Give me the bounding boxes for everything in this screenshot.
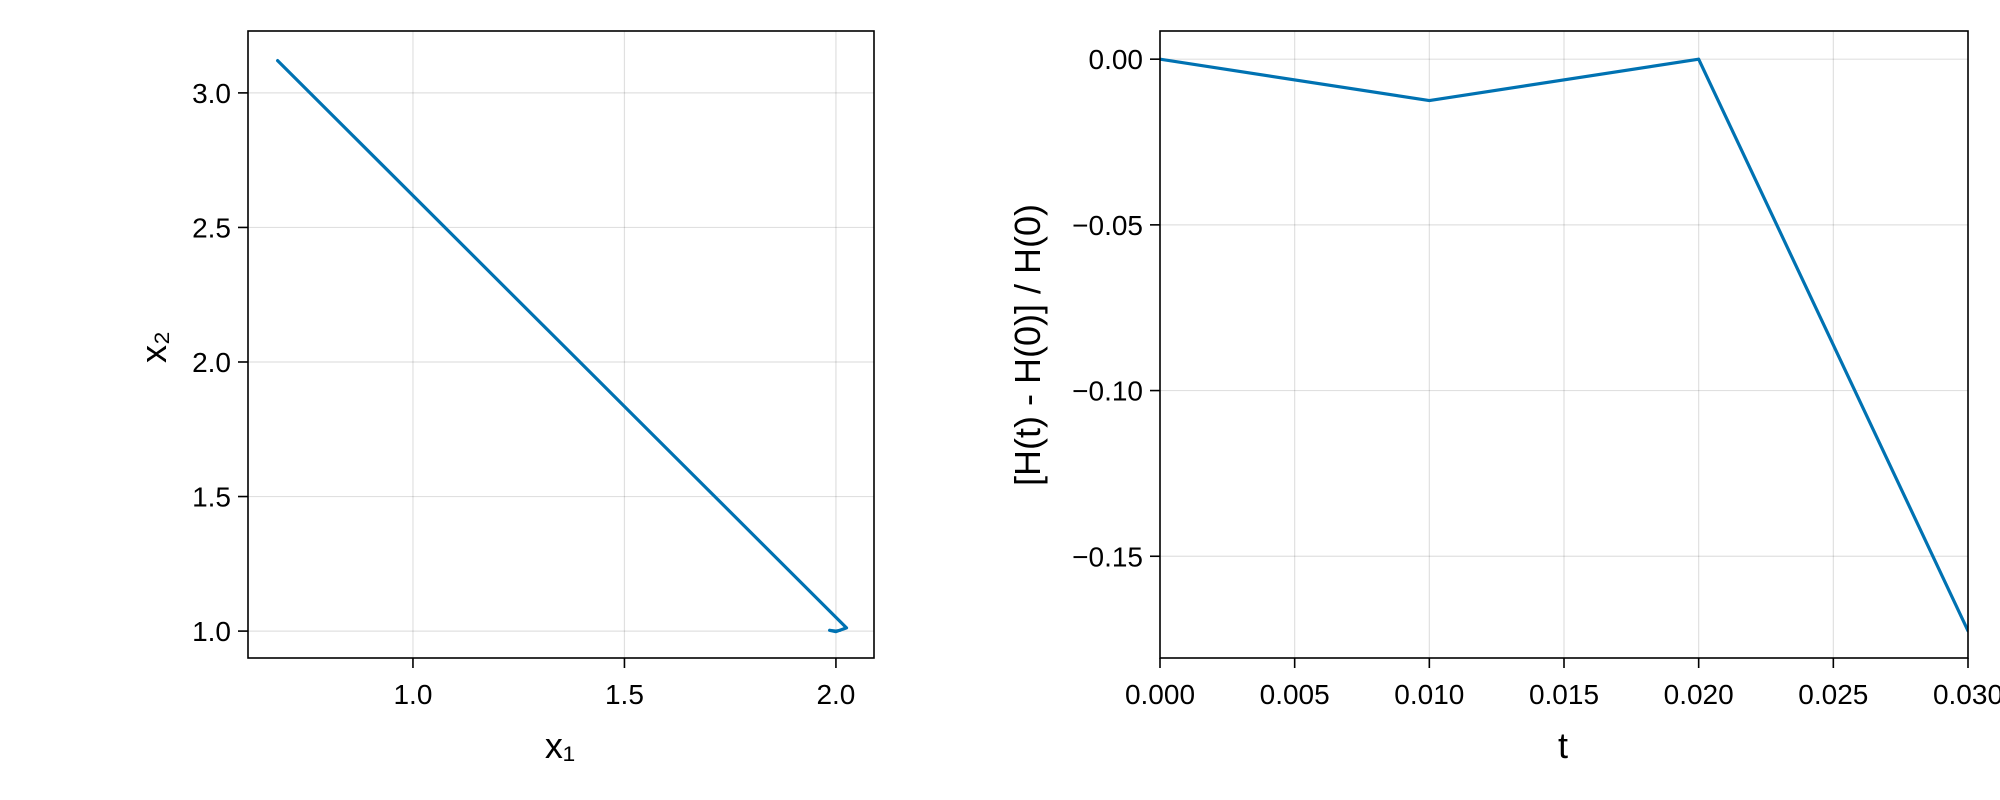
phase-plot-y-tick-label: 1.5	[192, 482, 231, 513]
energy-error-x-tick-label: 0.020	[1664, 679, 1734, 710]
energy-error-y-tick-label: 0.00	[1089, 44, 1144, 75]
energy-error-x-tick-label: 0.030	[1933, 679, 2000, 710]
phase-plot-series-line	[276, 59, 849, 634]
phase-plot-x-tick-label: 1.0	[393, 679, 432, 710]
energy-error-x-tick-label: 0.025	[1798, 679, 1868, 710]
energy-error-x-tick-label: 0.000	[1125, 679, 1195, 710]
energy-error-x-tick-label: 0.010	[1394, 679, 1464, 710]
phase-plot-y-tick-label: 2.5	[192, 212, 231, 243]
phase-plot-y-tick-label: 2.0	[192, 347, 231, 378]
phase-plot-y-tick-label: 3.0	[192, 78, 231, 109]
phase-plot-x-tick-label: 2.0	[816, 679, 855, 710]
energy-error-x-tick-label: 0.005	[1260, 679, 1330, 710]
energy-error-x-axis-label: t	[1558, 725, 1568, 766]
phase-plot-y-tick-label: 1.0	[192, 616, 231, 647]
energy-error-series-line	[1160, 57, 1968, 633]
phase-plot-y-axis-label: x₂	[133, 331, 174, 363]
energy-error-y-axis-label: [H(t) - H(0)] / H(0)	[1007, 204, 1048, 486]
energy-error-y-tick-label: −0.05	[1072, 210, 1143, 241]
phase-plot-axes-frame	[247, 30, 875, 659]
phase-plot-panel: x₁ x₂ 1.0 1.5 2.0 1.0 1.5 2.0 2.5 3.0	[133, 30, 875, 766]
phase-plot-x-tick-label: 1.5	[605, 679, 644, 710]
energy-error-y-tick-label: −0.10	[1072, 376, 1143, 407]
energy-error-y-tick-label: −0.15	[1072, 541, 1143, 572]
energy-error-panel: t [H(t) - H(0)] / H(0) 0.000 0.005 0.010 0.…	[1007, 30, 2000, 766]
energy-error-x-tick-label: 0.015	[1529, 679, 1599, 710]
phase-plot-x-axis-label: x₁	[545, 725, 575, 766]
